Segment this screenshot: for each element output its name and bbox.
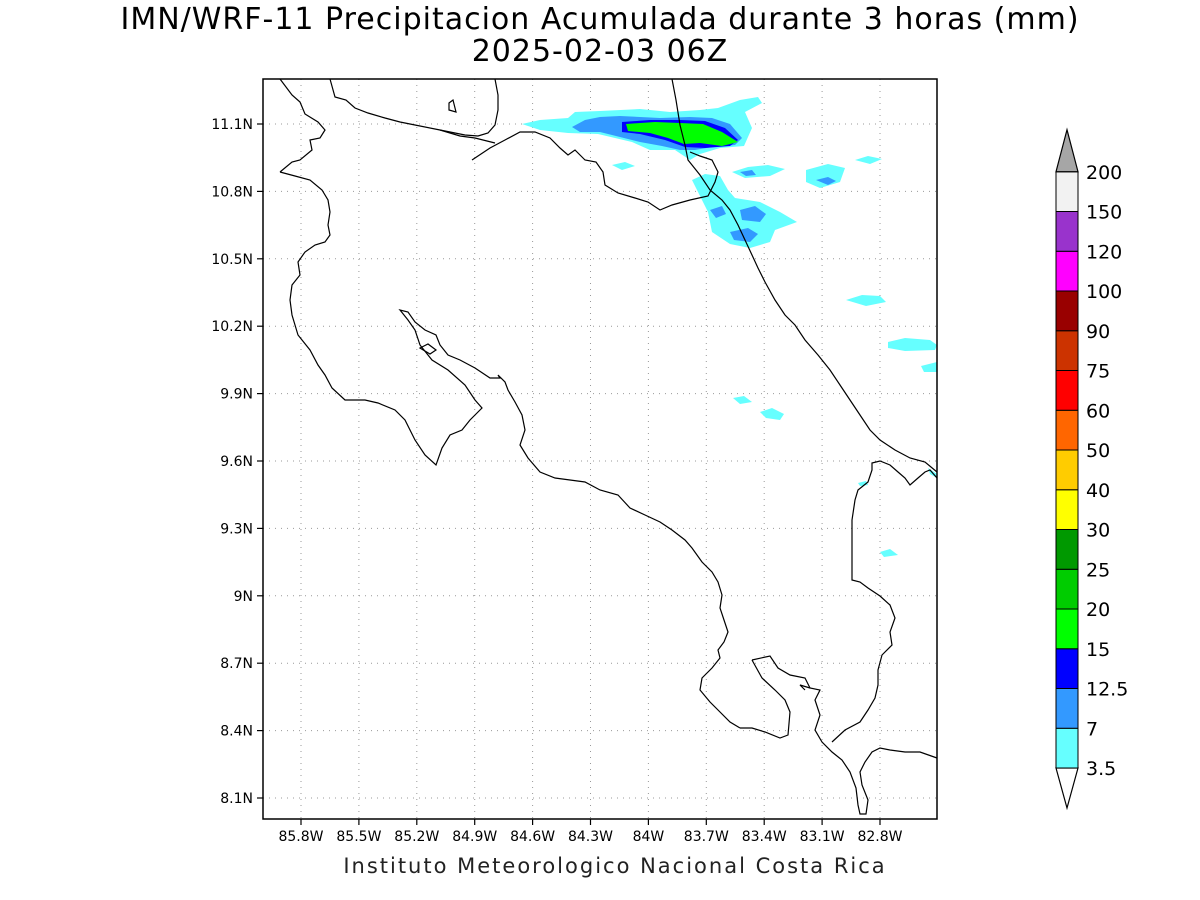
lake-island [448,98,457,113]
colorbar-level-label: 50 [1086,440,1110,462]
lake-nicaragua-shore [279,78,326,173]
colorbar-level-label: 90 [1086,321,1110,343]
precip-area-caribbean-4 [733,396,752,404]
precip-area-east-3 [855,156,882,164]
lat-tick-label: 8.7N [220,656,253,672]
border-north [329,78,496,144]
colorbar-level-label: 120 [1086,241,1122,263]
nicoya-gulf-island [418,343,438,355]
colorbar-level-label: 150 [1086,202,1122,224]
precip-7mm-central-3 [710,206,726,218]
colorbar-segment [1055,409,1079,451]
colorbar-level-label: 15 [1086,639,1110,661]
lat-tick-label: 8.1N [220,791,253,807]
caribbean-coast [671,78,938,473]
colorbar-level-label: 12.5 [1086,679,1128,701]
burica-coast [799,684,811,691]
colorbar-segment [1055,568,1079,610]
osa-peninsula [751,655,938,815]
colorbar-segment [1055,688,1079,729]
precip-area-caribbean-1 [846,295,886,306]
precipitation-fields [522,97,937,557]
lon-tick-label: 83.4W [742,829,787,845]
colorbar-level-label: 30 [1086,520,1110,542]
latitude-axis: 11.1N 10.8N 10.5N 10.2N 9.9N 9.6N 9.3N 9N 8.7N 8.… [211,117,263,807]
precip-area-east-2 [806,164,845,188]
lon-tick-label: 84.6W [510,829,555,845]
lat-tick-label: 9N [234,589,253,605]
colorbar-segment [1055,449,1079,491]
lon-tick-label: 82.8W [857,829,902,845]
precip-area-small [612,162,635,170]
lon-tick-label: 85.2W [394,829,439,845]
colorbar-segment [1055,529,1079,570]
precip-7mm-small [740,170,756,176]
colorbar-segment [1055,211,1079,252]
map-title: IMN/WRF-11 Precipitacion Acumulada duran… [120,2,1080,37]
colorbar-segment [1055,648,1079,689]
colorbar-segment [1055,290,1079,332]
golfo-dulce [740,659,791,739]
colorbar-level-label: 75 [1086,361,1110,383]
precip-7mm-central-2 [730,228,758,242]
lat-tick-label: 9.3N [220,521,253,537]
border-nicaragua-costarica [471,131,719,211]
colorbar-level-label: 200 [1086,162,1122,184]
lon-tick-label: 83.1W [800,829,845,845]
lon-tick-label: 83.7W [684,829,729,845]
precip-7mm-east [816,177,836,185]
colorbar-upper-arrow [1055,127,1079,173]
pacific-coast-costarica [279,171,741,729]
map-plot: 11.1N 10.8N 10.5N 10.2N 9.9N 9.6N 9.3N 9N 8.7N 8.… [211,78,938,845]
map-frame [262,78,938,820]
precip-area-caribbean-5 [760,408,784,420]
colorbar-legend: 3.5 7 12.5 15 20 25 30 40 50 60 75 90 100 120 150 200 [1055,127,1128,811]
lat-tick-label: 11.1N [211,117,253,133]
map-subtitle: 2025-02-03 06Z [471,34,729,69]
lon-tick-label: 85.8W [278,829,323,845]
colorbar-segment [1055,370,1079,411]
lake-south-shore [439,78,499,137]
colorbar-segment [1055,727,1079,769]
coastline [279,78,938,815]
colorbar-level-label: 25 [1086,559,1110,581]
lat-tick-label: 10.8N [211,184,253,200]
colorbar-segment [1055,608,1079,650]
lon-tick-label: 84.9W [452,829,497,845]
precip-area-caribbean-3 [921,362,937,372]
colorbar-level-label: 60 [1086,400,1110,422]
colorbar-level-label: 3.5 [1086,758,1116,780]
colorbar-segment [1055,489,1079,530]
lat-tick-label: 9.6N [220,454,253,470]
precip-area-caribbean-2 [888,338,937,351]
lat-tick-label: 10.2N [211,319,253,335]
map-background [263,79,937,819]
lon-tick-label: 85.5W [336,829,381,845]
colorbar-segment [1055,330,1079,371]
border-costarica-panama [831,460,938,743]
precip-7mm-central-1 [740,206,766,222]
lon-tick-label: 84W [633,829,665,845]
footer-credit: Instituto Meteorologico Nacional Costa R… [343,854,887,878]
colorbar-segment [1055,171,1079,212]
colorbar-level-label: 100 [1086,281,1122,303]
colorbar-level-label: 40 [1086,480,1110,502]
lat-tick-label: 10.5N [211,252,253,268]
longitude-axis: 85.8W 85.5W 85.2W 84.9W 84.6W 84.3W 84W 83.7W 83… [278,819,903,845]
colorbar-level-label: 7 [1086,718,1098,740]
colorbar-lower-arrow [1055,767,1079,811]
colorbar-level-label: 20 [1086,599,1110,621]
precip-area-south-1 [880,549,898,557]
colorbar-segment [1055,250,1079,292]
lon-tick-label: 84.3W [568,829,613,845]
lat-tick-label: 8.4N [220,724,253,740]
lat-tick-label: 9.9N [220,387,253,403]
